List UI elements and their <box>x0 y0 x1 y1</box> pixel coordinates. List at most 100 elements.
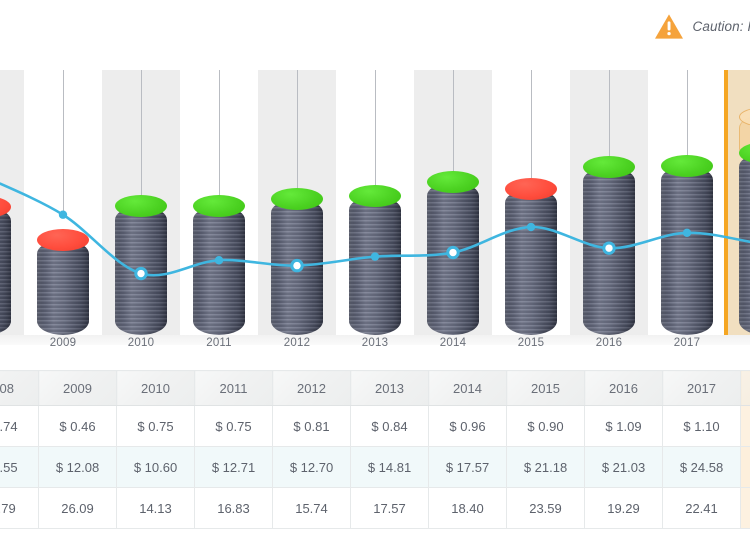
table-cell: $ 17.57 <box>428 446 507 488</box>
data-table: 2008200920102011201220132014201520162017… <box>0 370 750 529</box>
line-marker-2012[interactable] <box>290 258 304 273</box>
line-marker-2013[interactable] <box>370 252 380 261</box>
table-col-header: 2017 <box>662 370 741 406</box>
table-cell: $ 0.75 <box>116 405 195 447</box>
bar-2008[interactable] <box>0 196 11 335</box>
table-cell: $ 0.90 <box>506 405 585 447</box>
table-cell: $ 1.09 <box>584 405 663 447</box>
table-cell <box>740 405 750 447</box>
table-cell: 22.41 <box>662 487 741 529</box>
line-marker-2009[interactable] <box>58 210 68 219</box>
table-cell: 23.59 <box>506 487 585 529</box>
bar-2017[interactable] <box>661 154 713 335</box>
forecast-range-body <box>739 114 750 161</box>
line-marker-2010[interactable] <box>134 266 148 281</box>
bar-cap <box>0 196 11 219</box>
table-cell <box>740 487 750 529</box>
table-col-header: 2010 <box>116 370 195 406</box>
warning-triangle-icon <box>654 13 683 39</box>
x-axis-label-2017: 2017 <box>673 337 701 349</box>
caution-text: Caution: For <box>692 18 750 34</box>
table-cell: 18.40 <box>428 487 507 529</box>
bar-2011[interactable] <box>193 195 245 335</box>
table-cell: 17.57 <box>350 487 429 529</box>
table-cell: $ 0.74 <box>0 405 39 447</box>
bar-cap <box>739 141 750 164</box>
table-cell: $ 21.03 <box>584 446 663 488</box>
chart-area: 2008 2009 2010 2011 2012 2013 2014 2015 2016 2017… <box>0 52 750 362</box>
table-cell: 15.74 <box>272 487 351 529</box>
table-col-header: 2011 <box>194 370 273 406</box>
gridline <box>63 70 64 215</box>
table-cell: $ 0.75 <box>194 405 273 447</box>
gridline <box>141 70 142 274</box>
bar-2009[interactable] <box>37 228 89 335</box>
bar-cap <box>661 154 713 177</box>
bar-body <box>349 195 401 335</box>
table-cell: 26.09 <box>38 487 117 529</box>
x-axis-label-2012: 2012 <box>283 337 311 349</box>
table-col-header: 2014 <box>428 370 507 406</box>
bar-cap <box>193 195 245 218</box>
line-marker-2011[interactable] <box>214 256 224 265</box>
table-cell: $ 0.84 <box>350 405 429 447</box>
table-col-header: 2013 <box>350 370 429 406</box>
table-cell: 14.13 <box>116 487 195 529</box>
line-marker-2017[interactable] <box>682 228 692 238</box>
x-axis-labels: 2008 2009 2010 2011 2012 2013 2014 2015 2016 2017… <box>0 337 750 362</box>
line-series-layer <box>0 182 750 281</box>
x-axis-label-2014: 2014 <box>439 337 467 349</box>
table-cell: $ 9.55 <box>0 446 39 488</box>
gridline <box>453 70 454 253</box>
bar-cap <box>37 228 89 251</box>
bar-cap <box>271 188 323 211</box>
forecast-divider <box>724 70 728 335</box>
bar-body <box>37 239 89 335</box>
bar-2015[interactable] <box>505 177 557 335</box>
table-col-header: 2009 <box>38 370 117 406</box>
bar-cap <box>349 184 401 207</box>
table-cell: $ 21.18 <box>506 446 585 488</box>
table-cell: $ 14.81 <box>350 446 429 488</box>
table-cell: $ 24.58 <box>662 446 741 488</box>
table-col-header: 2012 <box>272 370 351 406</box>
bar-2013[interactable] <box>349 184 401 335</box>
caution-banner: Caution: For <box>0 0 750 52</box>
table-cell <box>740 446 750 488</box>
table-cell: $ 12.08 <box>38 446 117 488</box>
bar-cap <box>115 195 167 218</box>
x-axis-label-2016: 2016 <box>595 337 623 349</box>
table-cell: $ 1.10 <box>662 405 741 447</box>
table-cell: $ 0.96 <box>428 405 507 447</box>
line-marker-2014[interactable] <box>446 245 460 260</box>
bar-2012[interactable] <box>271 188 323 335</box>
bar-cap <box>583 155 635 178</box>
bar-2016[interactable] <box>583 155 635 335</box>
line-marker-2016[interactable] <box>602 241 616 255</box>
table-header-row: 2008200920102011201220132014201520162017 <box>0 370 750 406</box>
gridline <box>297 70 298 266</box>
x-axis-label-2008: 2008 <box>0 337 24 349</box>
table-cell: $ 0.46 <box>38 405 117 447</box>
bar-body <box>193 206 245 335</box>
table-cell: $ 12.71 <box>194 446 273 488</box>
table-col-header <box>740 370 750 406</box>
x-axis-label-2009: 2009 <box>49 337 77 349</box>
table-cell: $ 12.70 <box>272 446 351 488</box>
table-cell: 33.79 <box>0 487 39 529</box>
table-body: $ 0.74$ 0.46$ 0.75$ 0.75$ 0.81$ 0.84$ 0.… <box>0 405 750 529</box>
bar-body <box>505 188 557 335</box>
gridline <box>531 70 532 228</box>
bar-2018[interactable] <box>739 141 750 335</box>
data-table-wrapper: 2008200920102011201220132014201520162017… <box>0 370 750 536</box>
bar-body <box>661 165 713 335</box>
table-col-header: 2015 <box>506 370 585 406</box>
bar-cap <box>505 177 557 200</box>
bar-body <box>739 152 750 335</box>
x-axis-label-2011: 2011 <box>206 337 232 349</box>
line-marker-2015[interactable] <box>526 222 536 232</box>
x-axis-label-2018: 2018 <box>726 337 750 349</box>
axis-baseline <box>0 335 750 345</box>
bar-2010[interactable] <box>115 195 167 335</box>
